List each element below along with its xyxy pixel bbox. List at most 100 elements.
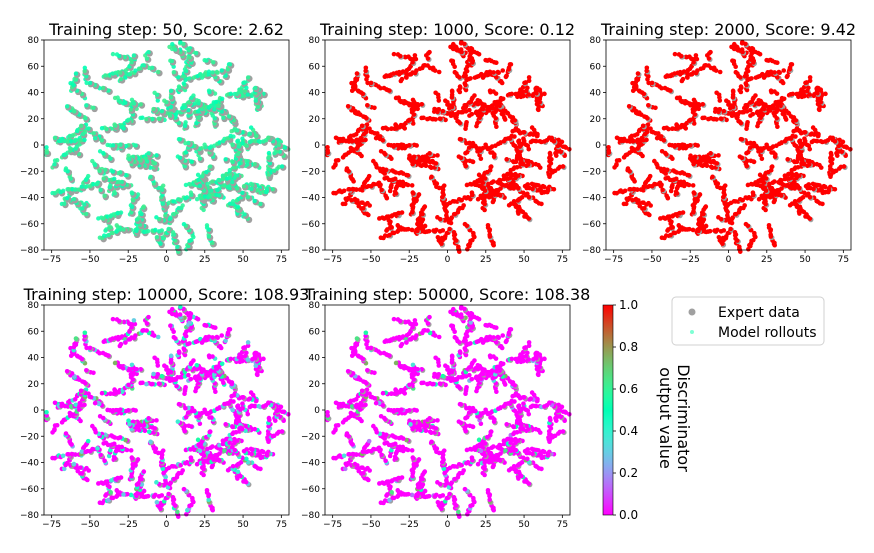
x-tick-label: 75 [838,255,849,265]
rollout-point [376,181,381,186]
rollout-point [217,186,222,191]
rollout-point [721,108,727,114]
rollout-point [109,168,114,173]
rollout-point [84,80,89,86]
y-tick-label: −60 [301,220,320,230]
y-tick-label: 60 [590,62,602,72]
rollout-point [703,63,709,68]
rollout-point [799,161,804,166]
x-tick-label: −50 [642,255,661,265]
rollout-point [170,42,175,47]
y-tick-label: 80 [590,36,602,46]
rollout-point [398,99,404,105]
rollout-point [815,85,820,91]
rollout-point [426,228,432,234]
rollout-point [435,153,440,158]
rollout-point [449,58,454,64]
rollout-point [114,223,119,228]
rollout-point [217,178,222,183]
scatter-panel-2: Training step: 1000, Score: 0.12−75 −50 −2… [301,20,575,265]
rollout-point [234,128,240,133]
rollout-point [357,142,363,147]
rollout-point [644,65,650,71]
rollout-point [397,179,403,185]
rollout-point [202,57,207,63]
rollout-point [245,92,250,97]
rollout-point [156,69,161,75]
rollout-point [521,140,526,146]
rollout-point [798,89,804,95]
rollout-point [737,154,743,159]
rollout-point [419,115,424,121]
rollout-point [670,225,675,230]
rollout-point [647,173,653,179]
rollout-point [622,188,628,194]
rollout-point [402,227,407,232]
rollout-point [227,62,233,67]
rollout-point [806,85,811,91]
rollout-point [244,85,249,91]
rollout-point [217,193,222,198]
rollout-point [659,148,665,154]
rollout-point [468,76,473,81]
rollout-point [458,47,464,52]
rollout-point [462,221,468,227]
rollout-point [510,179,516,185]
x-tick-label: −25 [400,255,419,265]
rollout-point [485,222,491,228]
rollout-point [176,136,182,142]
rollout-point [128,107,134,112]
rollout-point [772,70,777,75]
rollout-point [496,70,501,75]
rollout-point [690,183,696,188]
rollout-point [756,97,762,103]
rollout-point [465,194,471,200]
rollout-point [229,159,235,164]
rollout-point [729,44,734,50]
rollout-point [52,162,57,167]
rollout-point [508,62,514,67]
rollout-point [689,157,694,162]
rollout-point [222,183,227,188]
rollout-point [748,46,754,52]
rollout-point [229,129,234,134]
rollout-point [802,140,807,146]
scatter-panel-1: Training step: 50, Score: 2.62−75 −50 −25 0… [20,20,291,265]
rollout-point [739,47,745,52]
rollout-point [145,228,151,234]
rollout-point [97,149,103,154]
rollout-point [118,76,124,82]
y-tick-label: 0 [595,141,601,151]
rollout-point [245,75,251,80]
rollout-point [181,221,187,227]
rollout-point [750,111,756,117]
rollout-point [110,230,116,236]
rollout-point [154,215,159,220]
rollout-point [469,190,475,195]
rollout-point [230,199,236,204]
rollout-point [514,174,519,179]
rollout-point [730,88,736,94]
panel-title: Training step: 50, Score: 2.62 [48,20,284,39]
rollout-point [359,123,365,129]
rollout-point [475,97,481,103]
rollout-point [753,234,758,240]
rollout-point [452,69,458,75]
rollout-point [680,76,686,82]
rollout-point [531,182,536,188]
rollout-point [789,62,795,67]
rollout-point [717,69,723,75]
rollout-point [393,95,399,101]
rollout-point [807,75,813,80]
rollout-point [427,49,432,55]
rollout-point [118,210,124,215]
rollout-point [476,172,482,178]
rollout-point [171,70,177,75]
x-tick-label: 75 [557,255,568,265]
rollout-point [679,70,685,75]
rollout-point [395,52,401,57]
rollout-point [614,135,620,141]
rollout-point [435,234,441,240]
rollout-point [672,51,678,57]
